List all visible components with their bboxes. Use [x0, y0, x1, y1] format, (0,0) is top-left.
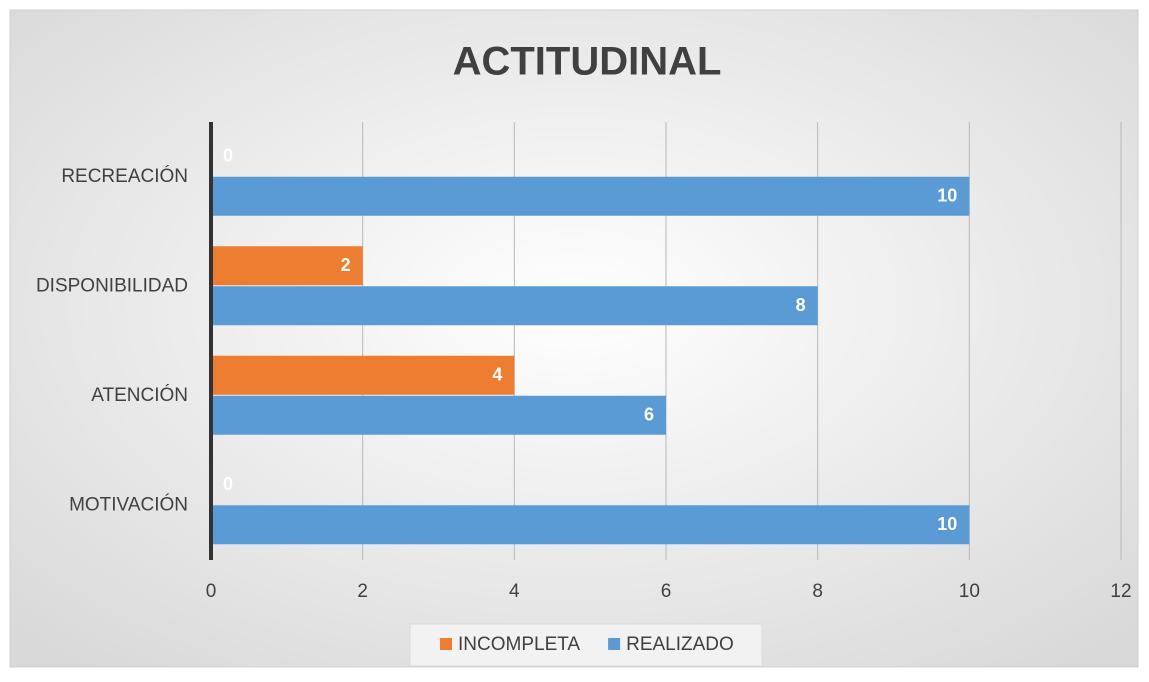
data-label: 0: [223, 146, 233, 166]
legend-label: INCOMPLETA: [458, 634, 580, 655]
legend-box: [409, 623, 763, 667]
x-tick-label: 8: [812, 581, 823, 602]
data-label: 10: [937, 514, 957, 534]
x-tick-label: 10: [959, 581, 980, 602]
legend-swatch: [608, 638, 621, 650]
data-label: 8: [796, 295, 806, 315]
y-tick-label: DISPONIBILIDAD: [36, 275, 188, 296]
bar: [211, 505, 970, 545]
y-tick-label: RECREACIÓN: [61, 165, 188, 187]
bar: [211, 395, 666, 435]
chart-background: [9, 9, 1139, 668]
bar: [211, 176, 970, 216]
data-label: 2: [341, 255, 351, 275]
x-tick-label: 6: [661, 581, 672, 602]
legend-swatch: [440, 638, 452, 650]
y-tick-label: ATENCIÓN: [91, 384, 188, 406]
bar: [211, 355, 515, 395]
x-tick-label: 2: [357, 581, 368, 602]
bar: [211, 286, 818, 326]
data-label: 0: [223, 474, 233, 494]
x-tick-label: 0: [206, 581, 217, 602]
x-tick-label: 12: [1110, 581, 1131, 602]
data-label: 4: [492, 365, 502, 385]
chart-title: ACTITUDINAL: [453, 40, 722, 84]
x-tick-label: 4: [509, 581, 520, 602]
y-tick-label: MOTIVACIÓN: [69, 493, 188, 515]
data-label: 6: [644, 405, 654, 425]
legend-label: REALIZADO: [626, 634, 734, 655]
data-label: 10: [937, 186, 957, 206]
bar: [211, 246, 363, 286]
